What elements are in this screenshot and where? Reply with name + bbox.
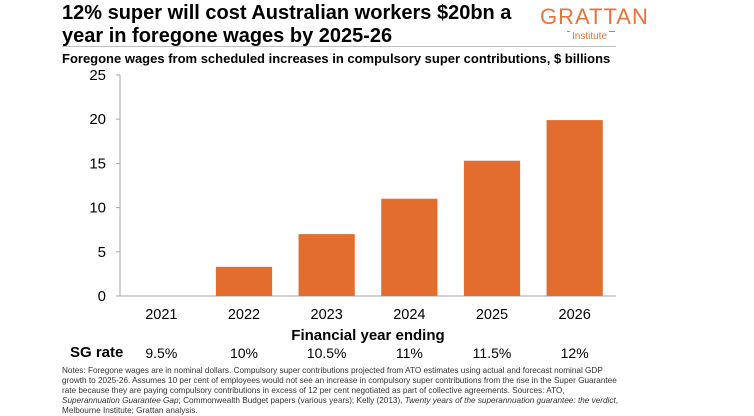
x-tick-label: 2024: [393, 307, 425, 323]
sg-rate-label: SG rate: [70, 344, 124, 361]
grattan-logo: GRATTAN Institute: [540, 4, 648, 44]
bar-2025: [463, 160, 521, 296]
sg-rate-value: 10%: [229, 345, 259, 361]
chart-title-line-2: year in foregone wages by 2025-26: [62, 25, 393, 47]
x-tick-label: 2026: [559, 307, 591, 323]
notes-text-2: ; Commonwealth Budget papers (various ye…: [178, 396, 405, 405]
y-tick-label: 10: [89, 200, 106, 217]
x-tick-label: 2023: [311, 307, 343, 323]
sg-rate-value: 11%: [395, 345, 423, 361]
y-tick-label: 15: [89, 155, 106, 172]
x-tick-label: 2025: [476, 307, 508, 323]
bar-2023: [298, 234, 355, 296]
chart-subtitle: Foregone wages from scheduled increases …: [62, 51, 611, 66]
chart-title: 12% super will cost Australian workers $…: [62, 2, 552, 48]
y-tick-label: 5: [98, 244, 106, 261]
x-axis-title: Financial year ending: [291, 327, 444, 344]
logo-wordmark: GRATTAN: [540, 4, 649, 29]
notes-italic-1: Superannuation Guarantee Gap: [62, 396, 179, 405]
chart-notes: Notes: Foregone wages are in nominal dol…: [62, 366, 620, 416]
logo-subtext: Institute: [570, 31, 610, 42]
x-tick-label: 2022: [228, 307, 260, 323]
sg-rate-value: 9.5%: [145, 345, 178, 361]
chart-title-line-1: 12% super will cost Australian workers $…: [62, 2, 512, 24]
notes-text-1: Notes: Foregone wages are in nominal dol…: [62, 366, 617, 395]
y-tick-label: 0: [98, 288, 106, 305]
x-tick-label: 2021: [145, 307, 177, 323]
sg-rate-value: 10.5%: [306, 345, 347, 361]
bar-2024: [381, 198, 438, 296]
sg-rate-value: 12%: [560, 345, 589, 361]
header-divider: [62, 46, 616, 47]
sg-rate-value: 11.5%: [472, 345, 512, 361]
notes-text-3: , Melbourne Institute; Grattan analysis.: [62, 396, 619, 415]
bar-2022: [215, 266, 273, 296]
notes-italic-2: Twenty years of the superannuation guara…: [404, 396, 616, 405]
y-tick-label: 25: [89, 67, 106, 84]
y-tick-label: 20: [89, 111, 106, 128]
bar-2026: [546, 120, 603, 296]
